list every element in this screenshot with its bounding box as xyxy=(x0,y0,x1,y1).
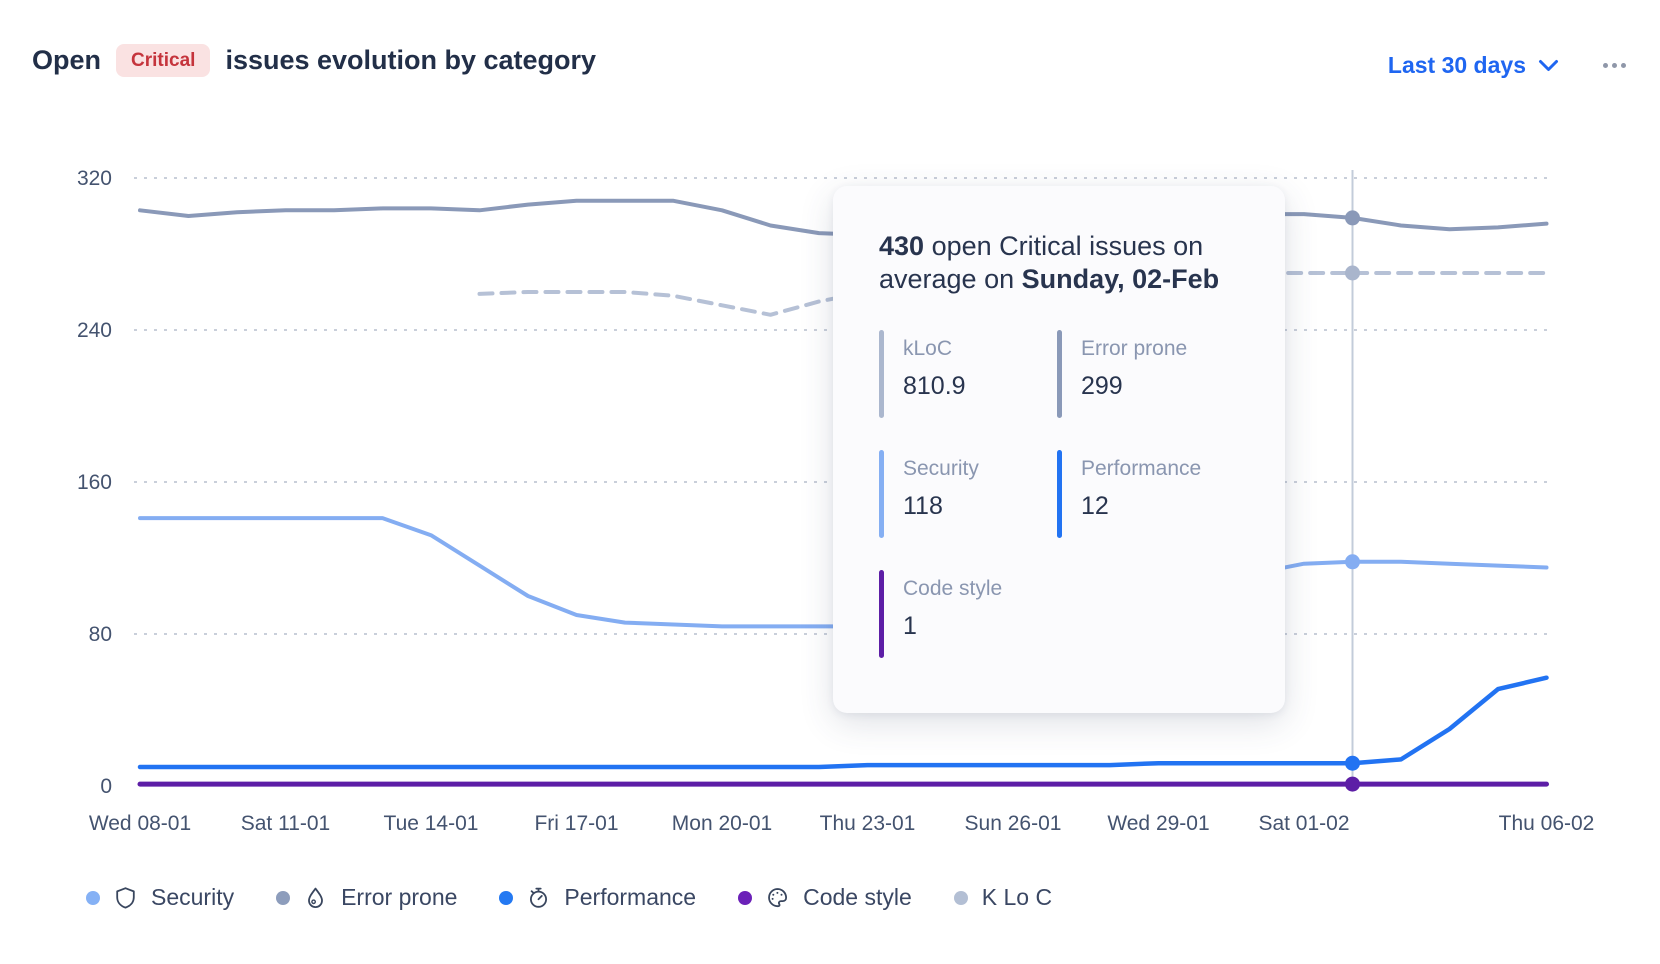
legend-label: Error prone xyxy=(341,884,458,910)
svg-text:0: 0 xyxy=(100,775,112,798)
svg-text:Sun 26-01: Sun 26-01 xyxy=(965,812,1062,835)
metric-label: Error prone xyxy=(1081,336,1188,360)
date-range-selector[interactable]: Last 30 days xyxy=(1386,48,1561,83)
tooltip-headline-text: open Critical issues on average on xyxy=(879,231,1204,294)
overflow-menu-button[interactable] xyxy=(1599,55,1630,76)
svg-text:Thu 23-01: Thu 23-01 xyxy=(820,812,916,835)
legend-label: Code style xyxy=(803,884,912,910)
svg-text:Sat 01-02: Sat 01-02 xyxy=(1258,812,1349,835)
tooltip-metric-error-prone: Error prone 299 xyxy=(1057,329,1239,418)
tooltip-metric-security: Security 118 xyxy=(879,449,1057,538)
security-series-dot xyxy=(86,890,100,905)
title-prefix: Open xyxy=(32,45,102,75)
legend-item-performance[interactable]: Performance xyxy=(499,884,696,911)
ellipsis-icon xyxy=(1603,63,1626,68)
metric-label: kLoC xyxy=(903,336,953,360)
svg-text:Thu 06-02: Thu 06-02 xyxy=(1499,812,1595,835)
tooltip-metric-kloc: kLoC 810.9 xyxy=(879,329,1057,418)
metric-value: 1 xyxy=(903,611,917,640)
metric-value: 118 xyxy=(903,491,943,520)
performance-series-dot xyxy=(499,890,514,905)
title-suffix: issues evolution by category xyxy=(225,45,597,75)
metric-color-bar xyxy=(879,569,884,658)
legend-item-kloc[interactable]: K Lo C xyxy=(953,884,1053,911)
svg-text:160: 160 xyxy=(77,471,112,494)
svg-text:Fri 17-01: Fri 17-01 xyxy=(534,812,618,835)
svg-text:320: 320 xyxy=(77,167,112,190)
metric-color-bar xyxy=(879,329,884,418)
svg-text:Wed 08-01: Wed 08-01 xyxy=(89,812,191,835)
metric-label: Code style xyxy=(903,576,1003,600)
metric-color-bar xyxy=(1057,329,1062,418)
svg-text:80: 80 xyxy=(89,623,112,646)
kloc-series-dot xyxy=(953,890,968,905)
metric-label: Security xyxy=(903,456,979,480)
legend-item-code-style[interactable]: Code style xyxy=(738,884,912,911)
legend-item-error-prone[interactable]: Error prone xyxy=(276,884,457,911)
palette-icon xyxy=(768,888,788,908)
date-range-label: Last 30 days xyxy=(1387,52,1526,78)
tooltip-average-value: 430 xyxy=(879,231,925,261)
svg-text:Tue 14-01: Tue 14-01 xyxy=(384,812,479,835)
droplet-icon xyxy=(308,887,323,908)
svg-text:Mon 20-01: Mon 20-01 xyxy=(672,812,772,835)
shield-icon xyxy=(116,887,135,909)
code-style-series-dot xyxy=(738,890,753,905)
svg-text:240: 240 xyxy=(77,319,112,342)
legend-item-security[interactable]: Security xyxy=(86,884,234,911)
metric-label: Performance xyxy=(1081,456,1202,480)
tooltip-date: Sunday, 02-Feb xyxy=(1021,263,1220,294)
legend-label: Performance xyxy=(564,884,697,910)
chart-tooltip: 430 open Critical issues on average on S… xyxy=(833,186,1285,713)
metric-color-bar xyxy=(879,449,884,538)
metric-color-bar xyxy=(1057,449,1062,538)
chart-legend: Security Error prone Performance xyxy=(86,884,1052,911)
severity-badge: Critical xyxy=(116,44,211,77)
legend-label: K Lo C xyxy=(981,884,1053,910)
header-actions: Last 30 days xyxy=(1386,48,1630,83)
tooltip-metric-code-style: Code style 1 xyxy=(879,569,1057,658)
legend-label: Security xyxy=(151,884,235,910)
page-title: Open Critical issues evolution by catego… xyxy=(32,44,596,77)
svg-text:Sat 11-01: Sat 11-01 xyxy=(241,812,331,835)
error-prone-series-dot xyxy=(276,890,291,905)
metric-value: 810.9 xyxy=(903,371,966,400)
tooltip-metrics: kLoC 810.9 Error prone 299 Security 118 xyxy=(879,329,1239,658)
tooltip-metric-performance: Performance 12 xyxy=(1057,449,1239,538)
metric-value: 299 xyxy=(1081,371,1123,400)
chevron-down-icon xyxy=(1539,60,1558,71)
metric-value: 12 xyxy=(1081,491,1109,520)
svg-text:Wed 29-01: Wed 29-01 xyxy=(1107,812,1209,835)
tooltip-headline: 430 open Critical issues on average on S… xyxy=(879,230,1239,296)
stopwatch-icon xyxy=(530,887,548,908)
